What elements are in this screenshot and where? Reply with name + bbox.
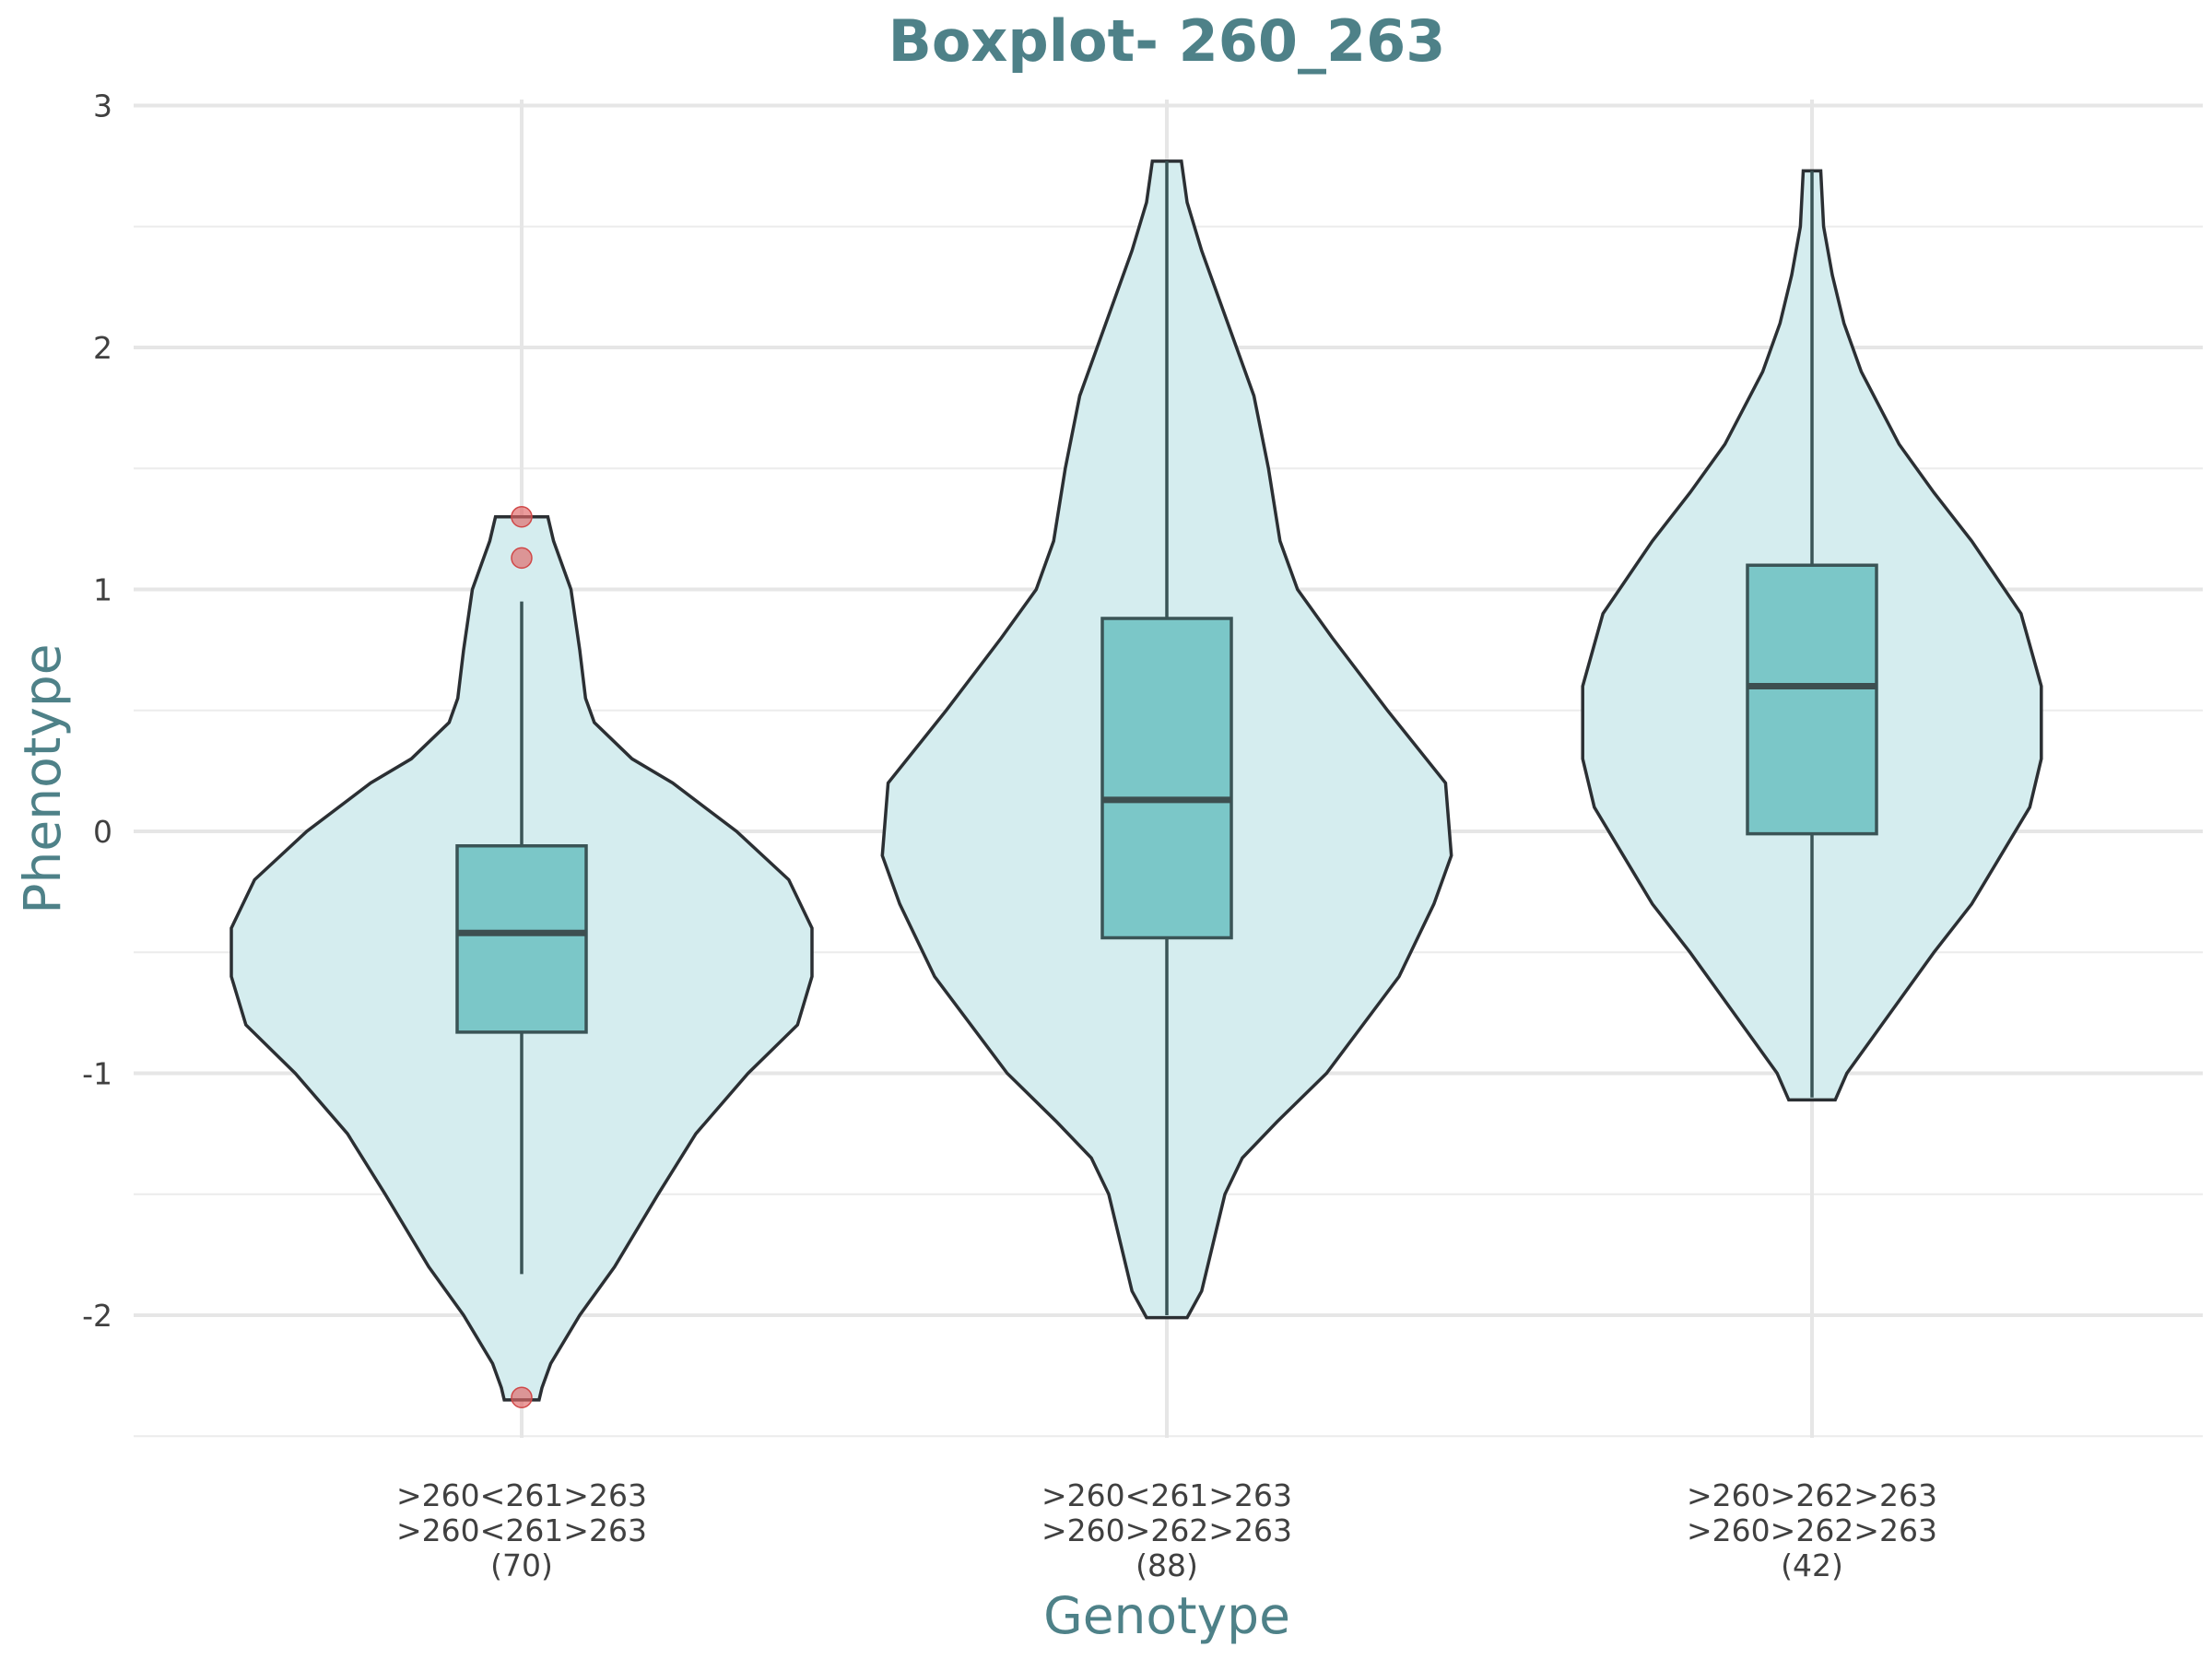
- x-category-label-line: (42): [1781, 1547, 1843, 1583]
- y-axis-ticks: 3 2 1 0 -1 -2: [82, 88, 112, 1335]
- x-category-label-line: >260<261>263: [396, 1477, 647, 1513]
- outlier-point: [511, 547, 533, 570]
- violin-group: [880, 159, 1453, 1320]
- violin-group: [229, 506, 814, 1408]
- x-category-label-line: >260<261>263: [396, 1512, 647, 1548]
- y-axis-title: Phenotype: [13, 643, 72, 913]
- outlier-point: [511, 506, 533, 528]
- violin-group: [1581, 169, 2043, 1102]
- violins: [229, 159, 2043, 1408]
- x-category-label-line: >260<261>263: [1041, 1477, 1292, 1513]
- y-tick-label: 0: [93, 814, 112, 850]
- iqr-box: [1100, 617, 1233, 940]
- x-axis-title: Genotype: [1043, 1586, 1290, 1645]
- chart-title: Boxplot- 260_263: [888, 7, 1446, 75]
- x-category-label-line: >260>262>263: [1687, 1512, 1937, 1548]
- y-tick-label: -1: [82, 1056, 112, 1092]
- x-category-label-line: >260>262>263: [1041, 1512, 1292, 1548]
- x-axis-categories: >260<261>263 >260<261>263 (70)>260<261>263…: [396, 1477, 1937, 1583]
- outlier-point: [511, 1386, 533, 1408]
- y-tick-label: -2: [82, 1298, 112, 1334]
- x-category-label-line: (70): [490, 1547, 553, 1583]
- x-category-label: >260<261>263 >260>262>263 (88): [1041, 1477, 1292, 1583]
- y-tick-label: 1: [93, 572, 112, 608]
- x-category-label-line: (88): [1135, 1547, 1198, 1583]
- y-tick-label: 3: [93, 88, 112, 124]
- x-category-label: >260>262>263 >260>262>263 (42): [1687, 1477, 1937, 1583]
- iqr-box: [455, 844, 588, 1034]
- y-tick-label: 2: [93, 330, 112, 366]
- x-category-label: >260<261>263 >260<261>263 (70): [396, 1477, 647, 1583]
- iqr-box: [1746, 563, 1878, 836]
- x-category-label-line: >260>262>263: [1687, 1477, 1937, 1513]
